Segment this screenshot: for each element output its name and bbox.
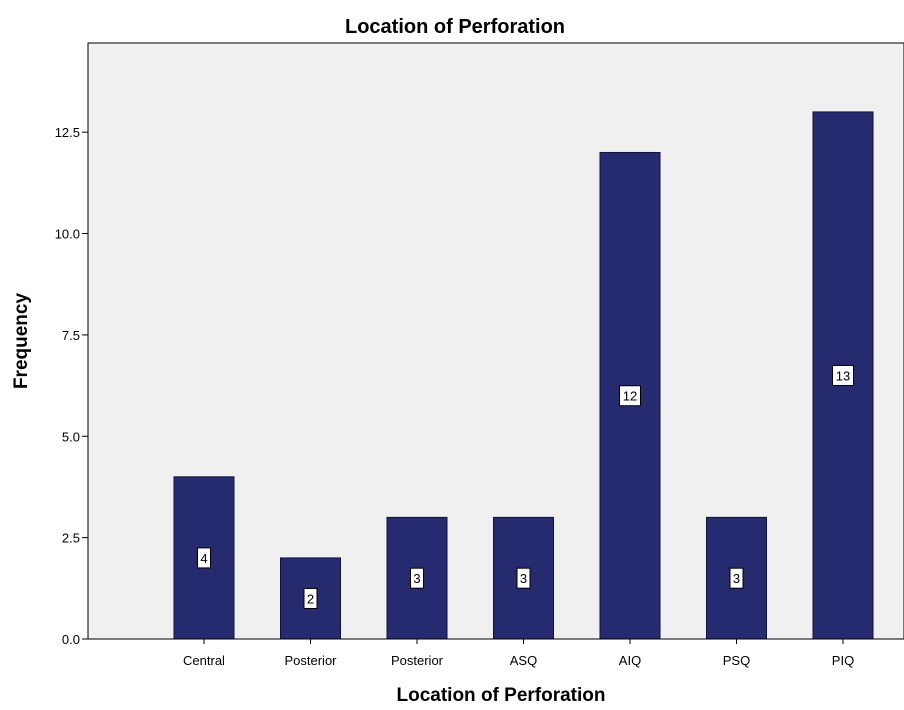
x-tick-label: Posterior — [391, 653, 444, 668]
data-label-box — [410, 567, 424, 589]
y-tick-label: 5.0 — [62, 429, 80, 444]
data-label: 3 — [413, 571, 420, 586]
data-label: 2 — [307, 591, 314, 606]
y-axis: 0.0 2.5 5.0 7.5 10.0 12.5 — [55, 43, 89, 647]
data-label: 4 — [200, 551, 207, 566]
x-tick-label: ASQ — [510, 653, 537, 668]
x-tick-label: AIQ — [619, 653, 641, 668]
y-tick-label: 12.5 — [55, 125, 80, 140]
data-label: 3 — [733, 571, 740, 586]
y-tick-label: 2.5 — [62, 531, 80, 546]
y-tick-label: 7.5 — [62, 328, 80, 343]
data-label-box — [729, 567, 744, 589]
x-axis-title: Location of Perforation — [397, 685, 606, 705]
data-label-box — [832, 364, 854, 386]
data-label: 13 — [836, 368, 850, 383]
data-label: 12 — [623, 389, 637, 404]
chart-title: Location of Perforation — [345, 16, 565, 38]
y-axis-title: Frequency — [11, 293, 32, 390]
x-tick-label: Central — [183, 653, 225, 668]
x-tick-label: Posterior — [284, 653, 337, 668]
data-label-box — [197, 547, 211, 569]
data-label-box — [516, 567, 531, 589]
y-tick-label: 0.0 — [62, 632, 80, 647]
data-label-box — [303, 587, 318, 609]
bars-group: 4 2 3 3 12 3 13 — [173, 111, 874, 640]
y-tick-label: 10.0 — [55, 227, 80, 242]
x-tick-label: PIQ — [832, 653, 854, 668]
x-axis: Central Posterior Posterior ASQ AIQ PSQ PIQ — [88, 638, 904, 668]
data-label-box — [619, 385, 641, 407]
x-tick-label: PSQ — [723, 653, 750, 668]
data-label: 3 — [520, 571, 527, 586]
